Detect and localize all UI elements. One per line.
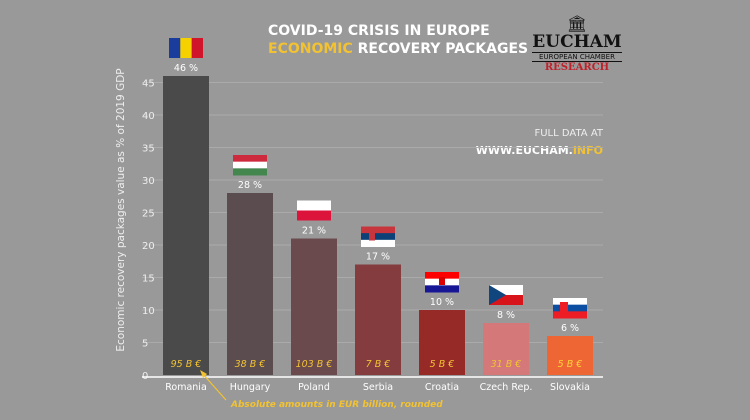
bar-group: 46 % 95 B € Romania	[163, 38, 209, 393]
building-icon: 🏛	[566, 14, 588, 33]
bar-group: 17 % 7 B € Serbia	[355, 226, 401, 393]
hungary-flag-icon	[233, 155, 267, 176]
title-highlight: ECONOMIC	[268, 41, 353, 57]
title-rest: RECOVERY PACKAGES	[352, 41, 529, 57]
value-label: 10 %	[430, 297, 454, 308]
czech-flag-icon	[489, 285, 523, 305]
slovakia-flag-icon	[553, 298, 587, 319]
value-label: 21 %	[302, 226, 326, 237]
romania-flag-icon	[169, 38, 203, 58]
serbia-flag-icon	[361, 226, 395, 247]
logo-name: EUCHAM	[532, 32, 622, 52]
amount-label: 95 B €	[171, 359, 202, 370]
x-tick-label: Serbia	[363, 382, 393, 393]
y-tick-label: 5	[142, 339, 148, 350]
value-label: 46 %	[174, 63, 198, 74]
annotation-text: Absolute amounts in EUR billion, rounded	[230, 400, 443, 410]
x-tick-label: Slovakia	[550, 382, 590, 393]
amount-label: 5 B €	[430, 359, 455, 370]
amount-label: 31 B €	[491, 359, 522, 370]
amount-label: 7 B €	[366, 359, 391, 370]
bar-hungary	[227, 193, 273, 375]
logo-research: RESEARCH	[544, 62, 610, 73]
bar-group: 6 % 5 B € Slovakia	[547, 298, 593, 393]
bar-romania	[163, 76, 209, 375]
x-tick-label: Hungary	[230, 382, 271, 393]
x-tick-label: Romania	[165, 382, 207, 393]
arrow-head-icon	[200, 370, 207, 378]
amount-label: 103 B €	[296, 359, 333, 370]
y-tick-label: 15	[142, 274, 155, 285]
x-tick-label: Poland	[298, 382, 330, 393]
bar-poland	[291, 238, 337, 375]
y-tick-label: 20	[142, 241, 155, 252]
y-tick-label: 35	[142, 144, 155, 155]
poland-flag-icon	[297, 200, 331, 221]
y-axis-label: Economic recovery packages value as % of…	[115, 68, 127, 351]
amount-label: 38 B €	[235, 359, 266, 370]
y-tick-label: 45	[142, 79, 155, 90]
title-line2: ECONOMIC RECOVERY PACKAGES	[268, 41, 528, 57]
value-label: 28 %	[238, 180, 262, 191]
y-tick-label: 30	[142, 176, 155, 187]
bar-group: 21 % 103 B € Poland	[291, 200, 337, 393]
y-tick-label: 40	[142, 111, 155, 122]
bar-group: 28 % 38 B € Hungary	[227, 155, 273, 393]
title-line1: COVID-19 CRISIS IN EUROPE	[268, 23, 490, 39]
y-tick-label: 25	[142, 209, 155, 220]
bar-serbia	[355, 264, 401, 375]
annotation-arrow	[201, 372, 227, 401]
amount-label: 5 B €	[558, 359, 583, 370]
bar-croatia	[419, 310, 465, 375]
bar-slovakia	[547, 336, 593, 375]
bar-group: 10 % 5 B € Croatia	[419, 272, 465, 393]
value-label: 6 %	[561, 323, 579, 334]
logo-sub: EUROPEAN CHAMBER	[532, 52, 622, 62]
x-tick-label: Czech Rep.	[480, 382, 533, 393]
bar-group: 8 % 31 B € Czech Rep.	[480, 285, 533, 393]
croatia-flag-icon	[425, 272, 459, 293]
source-text: FULL DATA AT	[534, 128, 603, 139]
x-tick-label: Croatia	[425, 382, 459, 393]
y-tick-label: 10	[142, 306, 155, 317]
value-label: 17 %	[366, 252, 390, 263]
bar-czech-rep-	[483, 323, 529, 375]
eucham-logo: 🏛 EUCHAM EUROPEAN CHAMBER RESEARCH	[532, 16, 622, 73]
value-label: 8 %	[497, 310, 515, 321]
